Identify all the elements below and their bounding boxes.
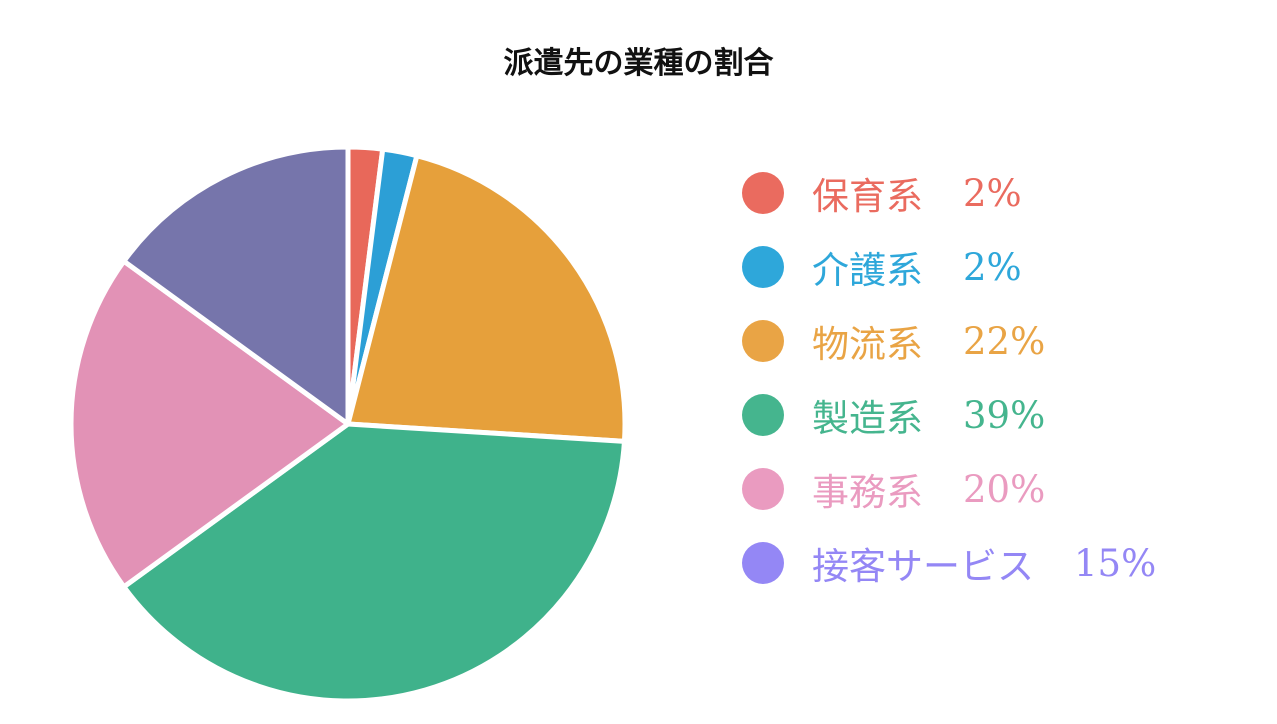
legend-value-5: 15% xyxy=(1074,541,1157,585)
legend-value-1: 2% xyxy=(963,245,1022,289)
legend-label-3: 製造系 xyxy=(812,397,923,440)
legend-item-2: 物流系 22% xyxy=(742,304,1262,378)
legend-marker-1 xyxy=(742,246,784,288)
legend-value-4: 20% xyxy=(963,467,1046,511)
pie-slice-5 xyxy=(121,144,351,427)
legend-value-2: 22% xyxy=(963,319,1046,363)
legend-item-3: 製造系 39% xyxy=(742,378,1262,452)
legend-marker-4 xyxy=(742,468,784,510)
legend-marker-5 xyxy=(742,542,784,584)
pie-slice-2 xyxy=(345,153,628,444)
legend-item-4: 事務系 20% xyxy=(742,452,1262,526)
pie-chart xyxy=(68,144,628,704)
legend-label-5: 接客サービス xyxy=(812,545,1034,588)
legend-label-0: 保育系 xyxy=(812,175,923,218)
legend-label-2: 物流系 xyxy=(812,323,923,366)
legend-marker-3 xyxy=(742,394,784,436)
legend: 保育系 2% 介護系 2% 物流系 22% 製造系 39% 事務系 20% 接客サービス 15% xyxy=(742,156,1262,600)
pie-slice-3 xyxy=(121,421,627,704)
legend-marker-2 xyxy=(742,320,784,362)
legend-item-1: 介護系 2% xyxy=(742,230,1262,304)
legend-label-4: 事務系 xyxy=(812,471,923,514)
pie-slice-4 xyxy=(68,258,351,590)
chart-title: 派遣先の業種の割合 xyxy=(503,46,774,81)
legend-item-0: 保育系 2% xyxy=(742,156,1262,230)
legend-item-5: 接客サービス 15% xyxy=(742,526,1262,600)
legend-label-1: 介護系 xyxy=(812,249,923,292)
legend-value-3: 39% xyxy=(963,393,1046,437)
legend-marker-0 xyxy=(742,172,784,214)
legend-value-0: 2% xyxy=(963,171,1022,215)
